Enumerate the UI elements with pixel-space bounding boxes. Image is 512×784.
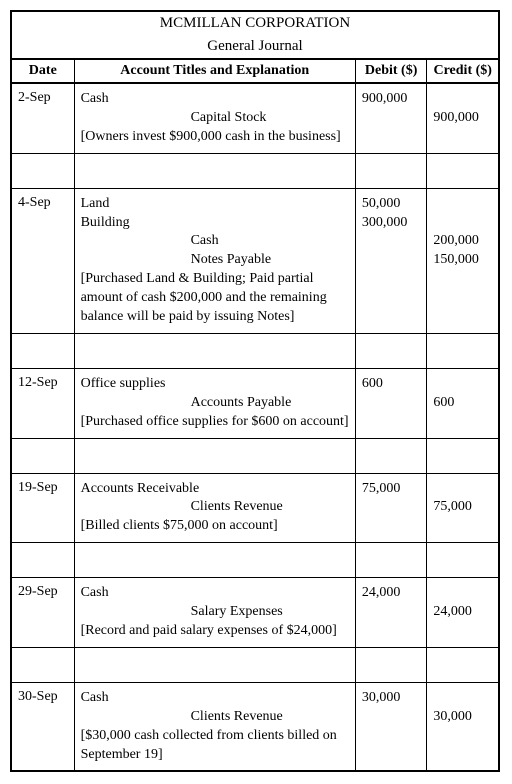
entry-credit-column: 75,000 [427,473,499,543]
entry-debit-column: 75,000 [355,473,427,543]
debit-account-title: Accounts Receivable [81,480,349,499]
entry-accounts: CashSalary Expenses[Record and paid sala… [74,578,355,648]
entry-explanation: [Purchased office supplies for $600 on a… [81,413,349,432]
credit-account-title: Clients Revenue [81,498,349,517]
entry-credit-column: 900,000 [427,83,499,153]
entry-explanation: [Purchased Land & Building; Paid partial… [81,270,349,327]
debit-account-title: Cash [81,689,349,708]
entry-debit-column: 24,000 [355,578,427,648]
entry-spacer [11,333,499,368]
credit-amount: 75,000 [433,498,492,517]
general-journal-table: MCMILLAN CORPORATION General Journal Dat… [10,10,500,772]
entry-spacer [11,543,499,578]
entry-date: 12-Sep [11,368,74,438]
credit-amount [433,480,492,499]
entry-spacer [11,153,499,188]
debit-amount: 300,000 [362,214,421,233]
journal-entry: 30-SepCashClients Revenue[$30,000 cash c… [11,682,499,771]
entry-spacer [11,647,499,682]
entry-accounts: CashClients Revenue[$30,000 cash collect… [74,682,355,771]
credit-amount [433,584,492,603]
debit-account-title: Office supplies [81,375,349,394]
debit-amount: 900,000 [362,90,421,109]
credit-account-title: Cash [81,232,349,251]
credit-account-title: Clients Revenue [81,708,349,727]
debit-amount [362,232,421,251]
entry-accounts: Office suppliesAccounts Payable[Purchase… [74,368,355,438]
credit-account-title: Accounts Payable [81,394,349,413]
entry-explanation: [Record and paid salary expenses of $24,… [81,622,349,641]
debit-amount [362,708,421,727]
journal-entry: 19-SepAccounts ReceivableClients Revenue… [11,473,499,543]
entry-credit-column: 30,000 [427,682,499,771]
entry-explanation: [$30,000 cash collected from clients bil… [81,727,349,765]
debit-amount [362,251,421,270]
entry-credit-column: 200,000150,000 [427,188,499,333]
credit-account-title: Salary Expenses [81,603,349,622]
entry-accounts: CashCapital Stock[Owners invest $900,000… [74,83,355,153]
entry-date: 2-Sep [11,83,74,153]
credit-amount: 150,000 [433,251,492,270]
entry-credit-column: 24,000 [427,578,499,648]
debit-account-title: Cash [81,584,349,603]
credit-amount [433,195,492,214]
entry-date: 30-Sep [11,682,74,771]
entry-explanation: [Owners invest $900,000 cash in the busi… [81,128,349,147]
entry-credit-column: 600 [427,368,499,438]
debit-amount [362,109,421,128]
credit-amount [433,689,492,708]
debit-amount: 50,000 [362,195,421,214]
entry-date: 19-Sep [11,473,74,543]
debit-account-title: Cash [81,90,349,109]
credit-account-title: Capital Stock [81,109,349,128]
entry-accounts: Accounts ReceivableClients Revenue[Bille… [74,473,355,543]
credit-amount: 900,000 [433,109,492,128]
credit-account-title: Notes Payable [81,251,349,270]
column-header-row: Date Account Titles and Explanation Debi… [11,59,499,83]
debit-amount [362,498,421,517]
company-name: MCMILLAN CORPORATION [11,11,499,35]
col-credit-header: Credit ($) [427,59,499,83]
journal-entry: 12-SepOffice suppliesAccounts Payable[Pu… [11,368,499,438]
entry-explanation: [Billed clients $75,000 on account] [81,517,349,536]
entry-debit-column: 600 [355,368,427,438]
credit-amount: 600 [433,394,492,413]
credit-amount [433,90,492,109]
journal-entry: 4-SepLandBuildingCashNotes Payable[Purch… [11,188,499,333]
entry-debit-column: 900,000 [355,83,427,153]
debit-account-title: Land [81,195,349,214]
entry-spacer [11,438,499,473]
debit-amount: 30,000 [362,689,421,708]
entry-date: 4-Sep [11,188,74,333]
credit-amount: 200,000 [433,232,492,251]
debit-account-title: Building [81,214,349,233]
debit-amount: 24,000 [362,584,421,603]
entry-debit-column: 50,000300,000 [355,188,427,333]
journal-entry: 2-SepCashCapital Stock[Owners invest $90… [11,83,499,153]
credit-amount [433,375,492,394]
entry-accounts: LandBuildingCashNotes Payable[Purchased … [74,188,355,333]
credit-amount [433,214,492,233]
journal-title: General Journal [11,35,499,59]
entry-date: 29-Sep [11,578,74,648]
col-account-header: Account Titles and Explanation [74,59,355,83]
debit-amount [362,394,421,413]
col-date-header: Date [11,59,74,83]
credit-amount: 30,000 [433,708,492,727]
col-debit-header: Debit ($) [355,59,427,83]
debit-amount: 75,000 [362,480,421,499]
journal-entry: 29-SepCashSalary Expenses[Record and pai… [11,578,499,648]
debit-amount: 600 [362,375,421,394]
entry-debit-column: 30,000 [355,682,427,771]
debit-amount [362,603,421,622]
credit-amount: 24,000 [433,603,492,622]
